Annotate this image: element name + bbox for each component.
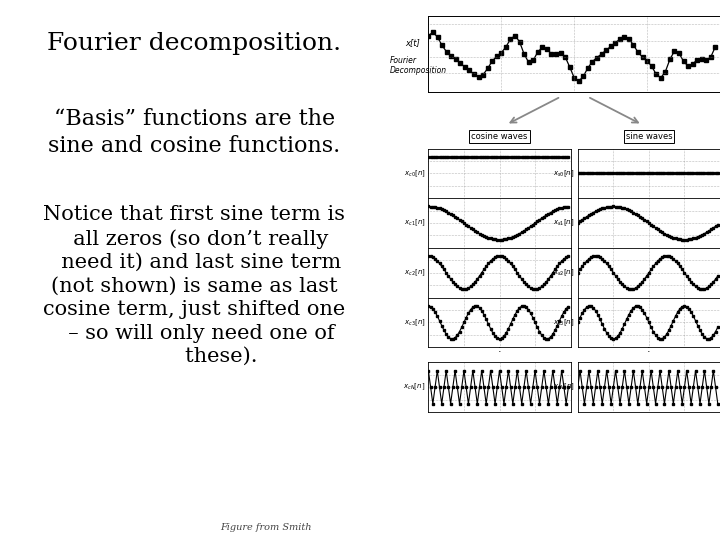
Text: $x_{s1}[n]$: $x_{s1}[n]$ [554,218,575,228]
Text: Fourier decomposition.: Fourier decomposition. [48,32,341,56]
Text: $x_{c3}[n]$: $x_{c3}[n]$ [404,317,426,328]
Text: $x_{s0}[n]$: $x_{s0}[n]$ [554,168,575,179]
Text: x[t]: x[t] [405,38,420,47]
Text: $x_{c2}[n]$: $x_{c2}[n]$ [404,267,426,278]
Text: “Basis” functions are the
sine and cosine functions.: “Basis” functions are the sine and cosin… [48,108,341,157]
Text: Fourier
Decomposition: Fourier Decomposition [390,56,447,75]
Text: $x_{sN}[n]$: $x_{sN}[n]$ [553,382,575,393]
Text: Figure from Smith: Figure from Smith [220,523,312,532]
Text: $x_{c0}[n]$: $x_{c0}[n]$ [404,168,426,179]
Text: $x_{c1}[n]$: $x_{c1}[n]$ [404,218,426,228]
Text: sine waves: sine waves [626,132,672,141]
Text: cosine waves: cosine waves [472,132,528,141]
Text: :: : [498,345,501,354]
Text: Notice that first sine term is
  all zeros (so don’t really
  need it) and last : Notice that first sine term is all zeros… [43,205,346,366]
Text: :: : [647,345,651,354]
Text: $x_{s2}[n]$: $x_{s2}[n]$ [554,267,575,278]
Text: $x_{s3}[n]$: $x_{s3}[n]$ [554,317,575,328]
Text: $x_{cN}[n]$: $x_{cN}[n]$ [403,382,426,393]
